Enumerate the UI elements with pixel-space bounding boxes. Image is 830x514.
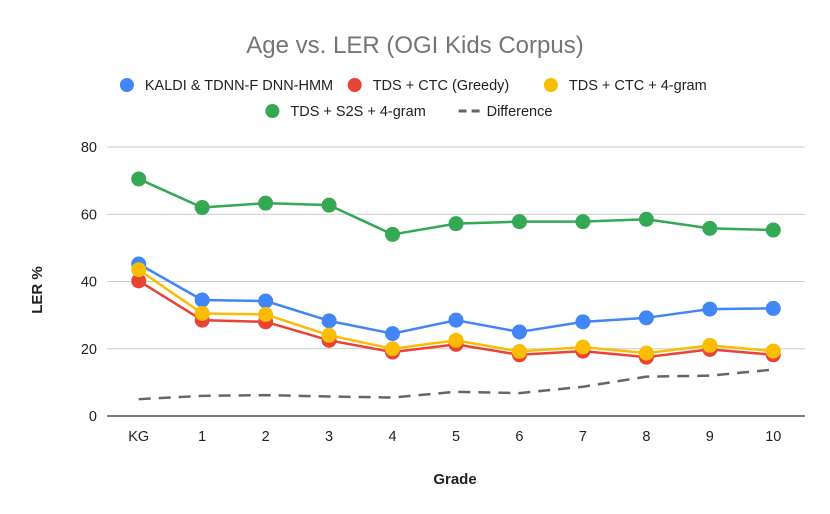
legend-label: TDS + CTC (Greedy) [373,78,510,94]
legend-item-tds-ctc-greedy: TDS + CTC (Greedy) [347,78,510,94]
data-point [702,337,718,353]
data-point [385,226,401,242]
data-point [385,341,401,357]
legend-item-difference: Difference [458,104,553,120]
x-tick-label: 7 [579,429,587,445]
x-tick-label: 1 [198,429,206,445]
x-axis-ticks: KG 1 2 3 4 5 6 7 8 9 10 [128,429,781,445]
data-point [702,220,718,236]
x-tick-label: 4 [389,429,397,445]
data-point [258,293,274,309]
data-point [448,216,464,232]
data-point [765,222,781,238]
legend-item-kaldi-tdnn-f-dnn-hmm: KALDI & TDNN-F DNN-HMM [119,78,333,94]
series-difference [138,368,774,401]
data-point [448,312,464,328]
x-tick-label: 6 [515,429,523,445]
legend-swatch [119,78,134,92]
legend-item-tds-ctc-4-gram: TDS + CTC + 4-gram [543,78,707,94]
data-point [511,343,527,359]
data-point [638,345,654,361]
legend-swatch [265,104,280,118]
data-point [638,310,654,326]
data-point [765,343,781,359]
legend-label: TDS + CTC + 4-gram [569,78,707,94]
y-axis-label: LER % [29,266,46,314]
data-point [194,200,210,216]
data-point [194,305,210,321]
legend-label: TDS + S2S + 4-gram [290,104,425,120]
legend-item-tds-s2s-4-gram: TDS + S2S + 4-gram [265,104,426,120]
data-point [321,313,337,329]
data-point [258,195,274,211]
data-point [194,292,210,308]
data-point [131,262,147,278]
legend-label: KALDI & TDNN-F DNN-HMM [145,78,333,94]
data-point [575,339,591,355]
data-point [511,324,527,340]
data-point [448,332,464,348]
legend-swatch [543,78,558,92]
x-tick-label: 10 [765,429,781,445]
legend-label: Difference [487,104,553,120]
data-point [702,301,718,317]
series-line [138,368,774,401]
data-point [131,171,147,187]
x-axis-label: Grade [433,471,476,488]
y-tick-label: 80 [81,140,97,156]
x-tick-label: 9 [706,429,714,445]
data-point [575,214,591,230]
data-point [575,314,591,330]
x-tick-label: 5 [452,429,460,445]
x-tick-label: 8 [642,429,650,445]
data-point [385,326,401,342]
data-point [258,306,274,322]
data-point [765,300,781,316]
series-tds-s2s-4-gram [131,171,781,242]
y-axis-ticks: 0 20 40 60 80 [81,140,97,425]
series-group [131,171,781,401]
y-tick-label: 40 [81,275,97,291]
series-tds-ctc-4-gram [131,262,781,361]
data-point [638,211,654,227]
x-tick-label: 3 [325,429,333,445]
data-point [511,214,527,230]
series-kaldi-tdnn-f-dnn-hmm [131,256,781,342]
x-tick-label: KG [128,429,149,445]
y-tick-label: 20 [81,342,97,358]
legend-swatch [347,78,362,92]
x-tick-label: 2 [262,429,270,445]
y-tick-label: 60 [81,207,97,223]
data-point [321,197,337,213]
chart-title: Age vs. LER (OGI Kids Corpus) [246,32,583,59]
y-tick-label: 0 [89,409,97,425]
data-point [131,273,147,289]
legend: KALDI & TDNN-F DNN-HMM TDS + CTC (Greedy)… [119,78,707,120]
data-point [321,327,337,343]
